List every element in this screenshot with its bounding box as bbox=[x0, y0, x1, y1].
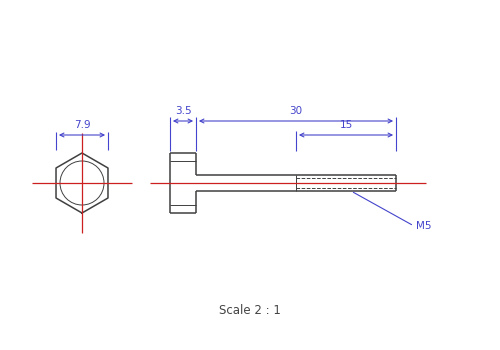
Text: 30: 30 bbox=[290, 106, 302, 116]
Text: 3.5: 3.5 bbox=[174, 106, 192, 116]
Text: 15: 15 bbox=[340, 120, 352, 130]
Text: Scale 2 : 1: Scale 2 : 1 bbox=[219, 303, 281, 316]
Text: 7.9: 7.9 bbox=[74, 120, 90, 130]
Text: M5: M5 bbox=[416, 221, 432, 231]
